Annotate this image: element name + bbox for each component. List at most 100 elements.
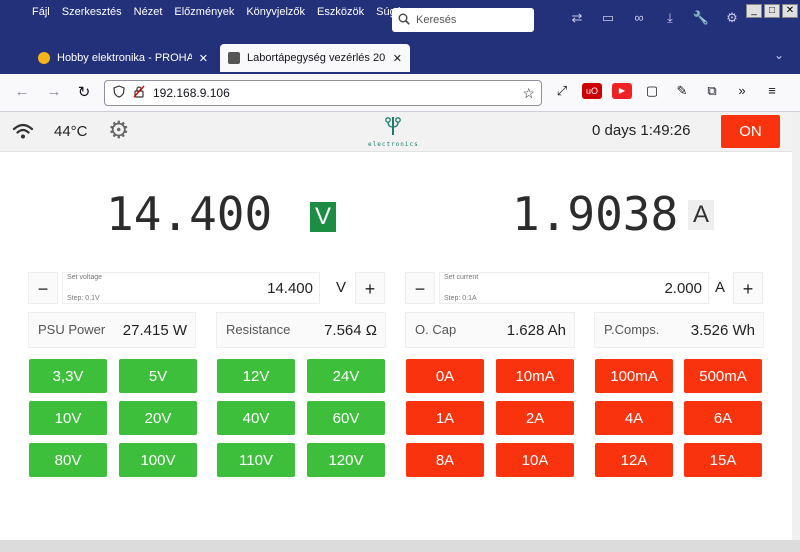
sidebar-icon[interactable]: ▭ bbox=[601, 10, 615, 25]
download-icon[interactable]: ⤓ bbox=[667, 10, 673, 25]
electronics-logo: electronics bbox=[368, 116, 418, 148]
menu-edit[interactable]: Szerkesztés bbox=[61, 6, 122, 18]
voltage-preset-button[interactable]: 40V bbox=[217, 401, 295, 435]
psu-power-stat: PSU Power 27.415 W bbox=[28, 312, 196, 348]
current-preset-button[interactable]: 1A bbox=[406, 401, 484, 435]
set-voltage-stepper: − Set voltage Step: 0.1V 14.400 V + bbox=[28, 272, 386, 304]
tab-list-chevron-icon[interactable]: ⌄ bbox=[774, 48, 785, 62]
voltage-preset-button[interactable]: 60V bbox=[307, 401, 385, 435]
close-tab-icon[interactable]: ✕ bbox=[392, 52, 402, 65]
current-preset-button[interactable]: 0A bbox=[406, 359, 484, 393]
voltage-preset-button[interactable]: 80V bbox=[29, 443, 107, 477]
pen-icon[interactable]: ✎ bbox=[676, 83, 688, 98]
sync-icon[interactable]: ⇄ bbox=[571, 10, 583, 25]
current-increment-button[interactable]: + bbox=[733, 272, 763, 304]
voltage-preset-button[interactable]: 3,3V bbox=[29, 359, 107, 393]
set-current-caption: Set current bbox=[444, 274, 479, 281]
reload-icon[interactable]: ↻ bbox=[77, 84, 91, 101]
tab-hobby[interactable]: Hobby elektronika - PROHARDVER! ✕ bbox=[30, 44, 216, 72]
current-preset-button[interactable]: 500mA bbox=[684, 359, 762, 393]
forward-icon[interactable]: → bbox=[46, 83, 62, 100]
stat-value: 1.628 Ah bbox=[506, 322, 566, 339]
voltage-decrement-button[interactable]: − bbox=[28, 272, 58, 304]
voltage-preset-button[interactable]: 12V bbox=[217, 359, 295, 393]
voltage-increment-button[interactable]: + bbox=[355, 272, 385, 304]
current-preset-button[interactable]: 10A bbox=[496, 443, 574, 477]
menu-tools[interactable]: Eszközök bbox=[317, 6, 365, 18]
menu-file[interactable]: Fájl bbox=[32, 6, 50, 18]
gear-icon[interactable]: ⚙ bbox=[108, 117, 130, 144]
logo-text: electronics bbox=[368, 141, 419, 148]
scrollbar[interactable] bbox=[792, 112, 800, 540]
menu-history[interactable]: Előzmények bbox=[174, 6, 235, 18]
voltage-preset-button[interactable]: 110V bbox=[217, 443, 295, 477]
minimize-button[interactable]: _ bbox=[746, 4, 762, 18]
voltage-preset-button[interactable]: 10V bbox=[29, 401, 107, 435]
power-consumption-stat: P.Comps. 3.526 Wh bbox=[594, 312, 764, 348]
voltage-preset-button[interactable]: 5V bbox=[119, 359, 197, 393]
voltage-preset-button[interactable]: 20V bbox=[119, 401, 197, 435]
page-favicon-icon bbox=[228, 52, 240, 64]
stat-label: P.Comps. bbox=[604, 322, 660, 337]
close-tab-icon[interactable]: ✕ bbox=[198, 52, 208, 65]
current-preset-button[interactable]: 15A bbox=[684, 443, 762, 477]
set-voltage-input[interactable]: Set voltage Step: 0.1V 14.400 bbox=[62, 272, 320, 304]
extensions-icon[interactable]: ⧉ bbox=[707, 83, 717, 98]
insecure-lock-icon[interactable] bbox=[133, 85, 145, 101]
current-preset-button[interactable]: 6A bbox=[684, 401, 762, 435]
menu-view[interactable]: Nézet bbox=[133, 6, 163, 18]
set-current-input[interactable]: Set current Step: 0.1A 2.000 bbox=[439, 272, 709, 304]
menu-bookmarks[interactable]: Könyvjelzők bbox=[246, 6, 306, 18]
current-preset-button[interactable]: 10mA bbox=[496, 359, 574, 393]
current-preset-button[interactable]: 8A bbox=[406, 443, 484, 477]
current-preset-button[interactable]: 100mA bbox=[595, 359, 673, 393]
output-capacity-stat: O. Cap 1.628 Ah bbox=[405, 312, 575, 348]
set-current-stepper: − Set current Step: 0.1A 2.000 A + bbox=[405, 272, 763, 304]
browser-search-input[interactable]: Keresés bbox=[392, 8, 534, 32]
temperature-readout: 44°C bbox=[54, 123, 88, 140]
ublock-icon[interactable]: uO bbox=[582, 83, 602, 99]
bookmark-star-icon[interactable]: ☆ bbox=[522, 84, 535, 101]
hamburger-menu-icon[interactable]: ≡ bbox=[768, 83, 776, 98]
window-bottom-edge bbox=[0, 540, 800, 552]
settings-icon[interactable]: ⚙ bbox=[726, 10, 738, 25]
voltage-preset-button[interactable]: 100V bbox=[119, 443, 197, 477]
extension-toolbar: ⤢ uO ▶ ▢ ✎ ⧉ » ≡ bbox=[552, 83, 782, 99]
infinity-icon[interactable]: ∞ bbox=[634, 10, 644, 25]
current-preset-button[interactable]: 12A bbox=[595, 443, 673, 477]
prohardver-favicon-icon bbox=[38, 52, 50, 64]
close-window-button[interactable]: ✕ bbox=[782, 4, 798, 18]
stat-value: 3.526 Wh bbox=[690, 322, 755, 339]
wrench-icon[interactable]: 🔧 bbox=[692, 10, 710, 25]
psu-control-page: 44°C ⚙ electronics 0 days 1:49:26 ON 14.… bbox=[0, 112, 792, 540]
expand-icon[interactable]: ⤢ bbox=[556, 83, 568, 98]
voltage-preset-button[interactable]: 120V bbox=[307, 443, 385, 477]
power-on-button[interactable]: ON bbox=[721, 115, 780, 148]
back-icon[interactable]: ← bbox=[14, 83, 30, 100]
stat-label: O. Cap bbox=[415, 322, 457, 337]
menu-bar: Fájl Szerkesztés Nézet Előzmények Könyvj… bbox=[32, 6, 402, 18]
voltage-step-caption: Step: 0.1V bbox=[67, 295, 100, 302]
current-decrement-button[interactable]: − bbox=[405, 272, 435, 304]
voltage-preset-button[interactable]: 24V bbox=[307, 359, 385, 393]
current-preset-button[interactable]: 4A bbox=[595, 401, 673, 435]
pocket-icon[interactable]: ▢ bbox=[645, 83, 659, 98]
tab-labortap[interactable]: Labortápegység vezérlés 2021 ✕ bbox=[220, 44, 410, 72]
overflow-chevron-icon[interactable]: » bbox=[738, 83, 746, 98]
shield-icon[interactable] bbox=[113, 85, 125, 101]
set-current-value: 2.000 bbox=[664, 280, 702, 297]
url-bar[interactable]: 192.168.9.106 ☆ bbox=[104, 80, 542, 106]
stat-label: Resistance bbox=[226, 322, 291, 337]
voltage-unit-badge: V bbox=[310, 202, 336, 232]
current-preset-button[interactable]: 2A bbox=[496, 401, 574, 435]
search-icon bbox=[398, 13, 410, 28]
set-voltage-unit: V bbox=[336, 279, 347, 296]
youtube-icon[interactable]: ▶ bbox=[612, 83, 632, 99]
maximize-button[interactable]: □ bbox=[764, 4, 780, 18]
set-voltage-caption: Set voltage bbox=[67, 274, 103, 281]
window-controls: _ □ ✕ bbox=[746, 4, 798, 18]
uptime-readout: 0 days 1:49:26 bbox=[592, 122, 691, 139]
navigation-bar: ← → ↻ 192.168.9.106 ☆ ⤢ uO ▶ ▢ ✎ ⧉ » ≡ bbox=[0, 74, 800, 112]
tab-label: Labortápegység vezérlés 2021 bbox=[247, 52, 386, 64]
voltage-readout: 14.400 bbox=[106, 187, 273, 241]
